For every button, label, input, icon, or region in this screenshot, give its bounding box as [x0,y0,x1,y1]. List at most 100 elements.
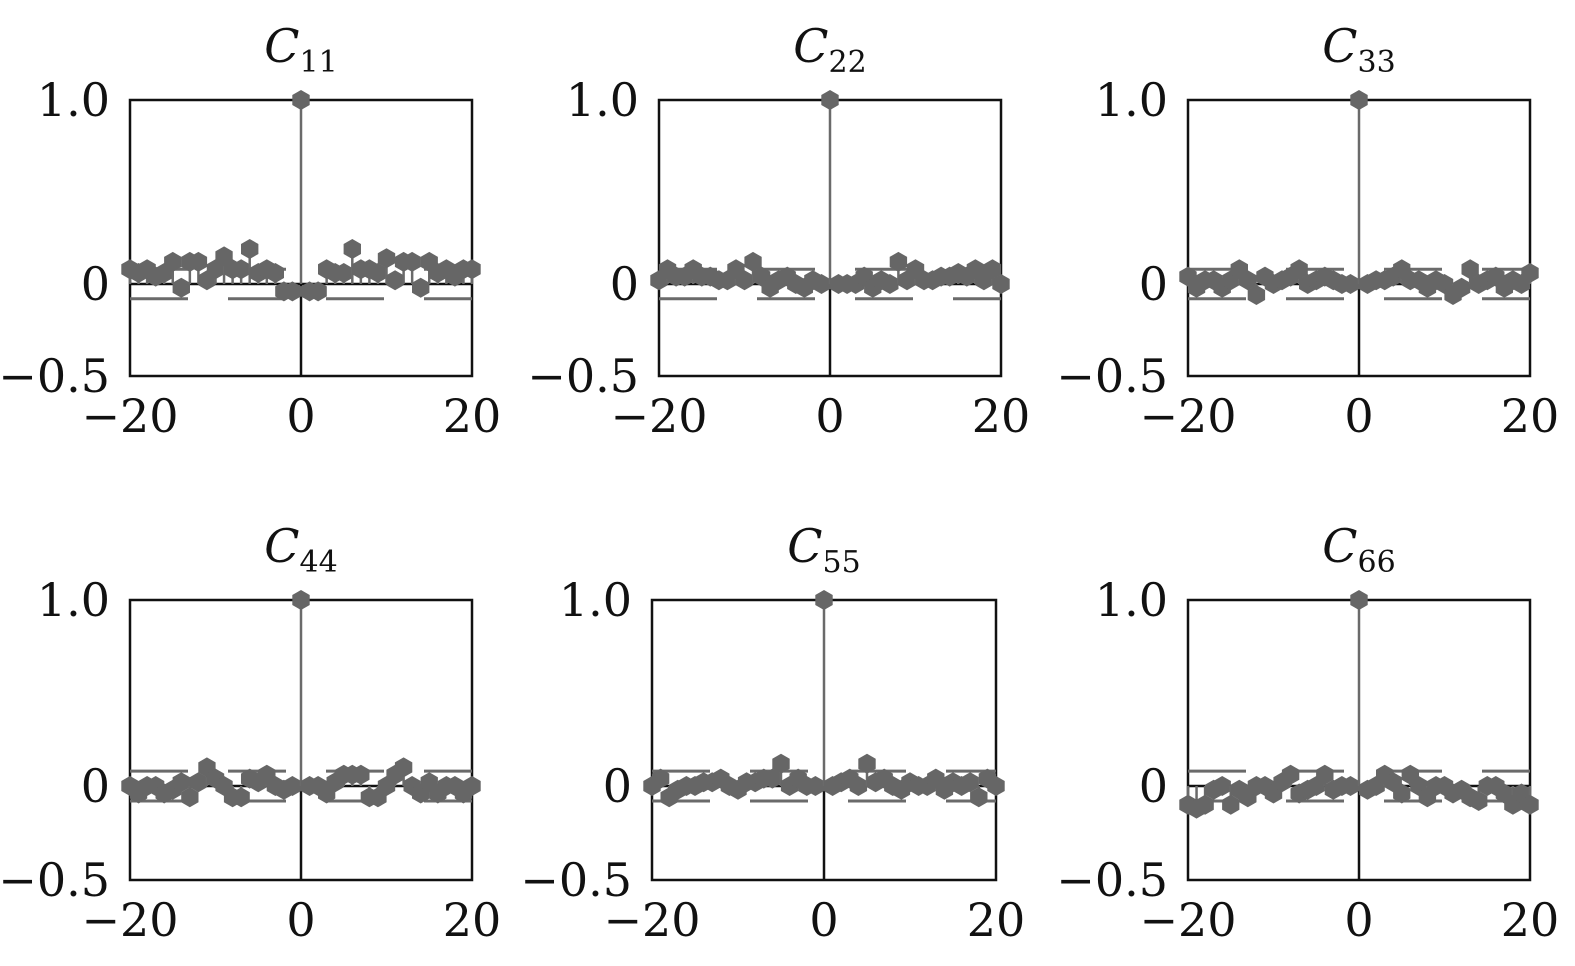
x-tick-label: 0 [815,389,844,443]
data-point [1393,783,1411,804]
data-point [1213,776,1231,796]
data-point [369,263,387,283]
data-point [987,776,1005,796]
data-point [1341,776,1360,796]
x-tick-label: 20 [1501,389,1560,443]
x-tick-label: 0 [809,893,838,947]
x-tick-label: 0 [1344,893,1373,947]
data-point [206,259,225,280]
data-point [232,259,250,280]
data-point [309,281,327,302]
y-tick-label: 0 [603,759,632,813]
data-point [266,263,284,283]
y-tick-label: −0.5 [1056,349,1168,403]
chart-title: C66 [1322,519,1395,580]
data-point [1290,259,1308,280]
data-point [970,787,988,808]
data-point [1521,263,1539,283]
y-tick-label: −0.5 [0,853,110,907]
chart-panel-6: 1.0 0 −0.5−20 0 20 C66 [1056,519,1559,947]
y-tick-label: 1.0 [566,73,639,127]
data-point [1222,794,1240,815]
y-tick-label: −0.5 [1056,853,1168,907]
data-point [1316,764,1334,785]
y-tick-label: 1.0 [1095,73,1168,127]
y-tick-label: 0 [1139,257,1168,311]
x-tick-label: −20 [1139,389,1236,443]
data-point [172,772,190,793]
y-tick-label: −0.5 [527,349,639,403]
data-point [1196,794,1214,815]
x-tick-label: 0 [286,893,315,947]
data-point [394,757,413,778]
data-point [1521,794,1539,815]
data-point [172,277,190,298]
data-point [961,772,979,793]
data-point [1341,274,1360,294]
data-point [1350,90,1368,110]
data-point [292,90,310,110]
data-point [1470,791,1488,811]
y-tick-label: 0 [610,257,639,311]
data-point [744,251,762,272]
data-point [403,251,421,272]
chart-panel-3: 1.0 0 −0.5−20 0 20 C33 [1056,19,1559,443]
data-point [181,787,199,808]
y-tick-label: 1.0 [1095,573,1168,627]
y-tick-label: 0 [81,257,110,311]
y-tick-label: 1.0 [37,573,110,627]
x-tick-label: −20 [81,389,178,443]
chart-panel-1: 1.0 0 −0.5−20 0 20 C11 [0,19,501,443]
data-point [463,776,481,796]
data-point [763,768,782,789]
data-point [283,776,302,796]
y-tick-label: −0.5 [0,349,110,403]
y-tick-label: 0 [81,759,110,813]
y-tick-label: −0.5 [520,853,632,907]
data-point [812,274,831,294]
x-tick-label: 0 [286,389,315,443]
chart-title: C33 [1322,19,1395,80]
data-point [189,772,208,793]
data-point [806,776,825,796]
x-tick-label: −20 [81,893,178,947]
data-point [1461,259,1479,280]
x-tick-label: −20 [1139,893,1236,947]
data-point [463,259,481,280]
data-point [1247,285,1266,305]
data-point [292,590,310,610]
x-tick-label: 0 [1344,389,1373,443]
x-tick-label: 20 [443,389,502,443]
x-tick-label: 20 [443,893,502,947]
data-point [821,90,839,110]
data-point [849,776,868,796]
chart-title: C44 [264,519,337,580]
x-tick-label: −20 [610,389,707,443]
data-point [412,277,430,298]
data-point [881,274,899,294]
data-point [352,764,370,785]
data-point [1239,270,1257,291]
chart-panel-4: 1.0 0 −0.5−20 0 20 C44 [0,519,501,947]
data-point [386,270,404,291]
data-point [992,274,1010,294]
data-point [232,787,250,808]
chart-title: C55 [787,519,860,580]
data-point [651,768,670,789]
y-tick-label: 0 [1139,759,1168,813]
data-point [377,248,396,269]
data-point [772,753,790,774]
data-point [335,263,353,283]
data-point [215,246,233,267]
x-tick-label: −20 [603,893,700,947]
x-tick-label: 20 [1501,893,1560,947]
chart-panel-5: 1.0 0 −0.5−20 0 20 C55 [520,519,1025,947]
chart-title: C11 [264,19,337,80]
y-tick-label: 1.0 [559,573,632,627]
x-tick-label: 20 [967,893,1026,947]
data-point [983,259,1002,280]
data-point [815,590,833,610]
data-point [189,251,208,272]
chart-panel-2: 1.0 0 −0.5−20 0 20 C22 [527,19,1030,443]
